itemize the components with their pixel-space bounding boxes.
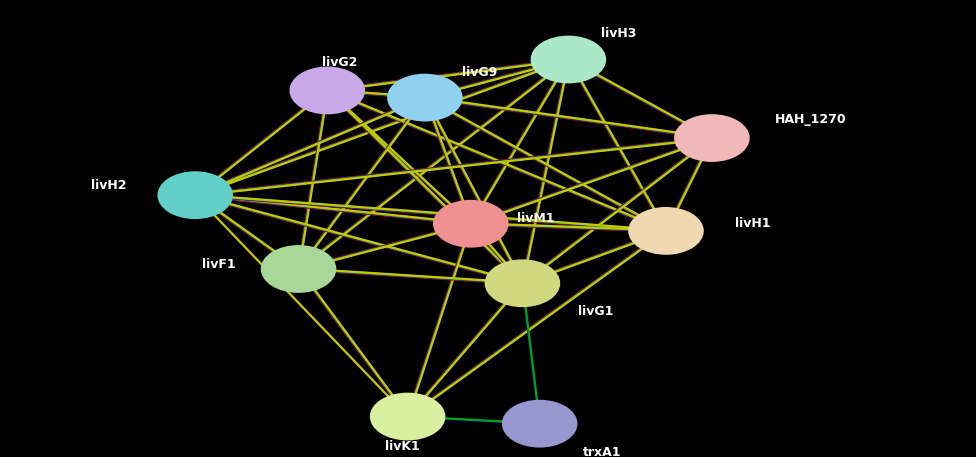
Ellipse shape: [434, 201, 508, 247]
Ellipse shape: [532, 37, 605, 82]
Ellipse shape: [158, 172, 232, 218]
Text: livG1: livG1: [578, 305, 613, 319]
Text: livH1: livH1: [735, 217, 770, 230]
Ellipse shape: [630, 208, 703, 254]
Ellipse shape: [371, 393, 444, 439]
Text: livF1: livF1: [202, 258, 235, 271]
Text: HAH_1270: HAH_1270: [775, 112, 847, 126]
Text: livM1: livM1: [516, 213, 554, 225]
Text: trxA1: trxA1: [584, 446, 622, 457]
Text: livH2: livH2: [91, 179, 126, 192]
Text: livG9: livG9: [462, 66, 497, 80]
Text: livH3: livH3: [600, 27, 636, 40]
Ellipse shape: [675, 115, 749, 161]
Ellipse shape: [486, 260, 559, 306]
Ellipse shape: [388, 75, 462, 121]
Ellipse shape: [503, 401, 577, 446]
Ellipse shape: [262, 246, 336, 292]
Text: livK1: livK1: [385, 440, 420, 452]
Text: livG2: livG2: [321, 56, 357, 69]
Ellipse shape: [291, 68, 364, 113]
